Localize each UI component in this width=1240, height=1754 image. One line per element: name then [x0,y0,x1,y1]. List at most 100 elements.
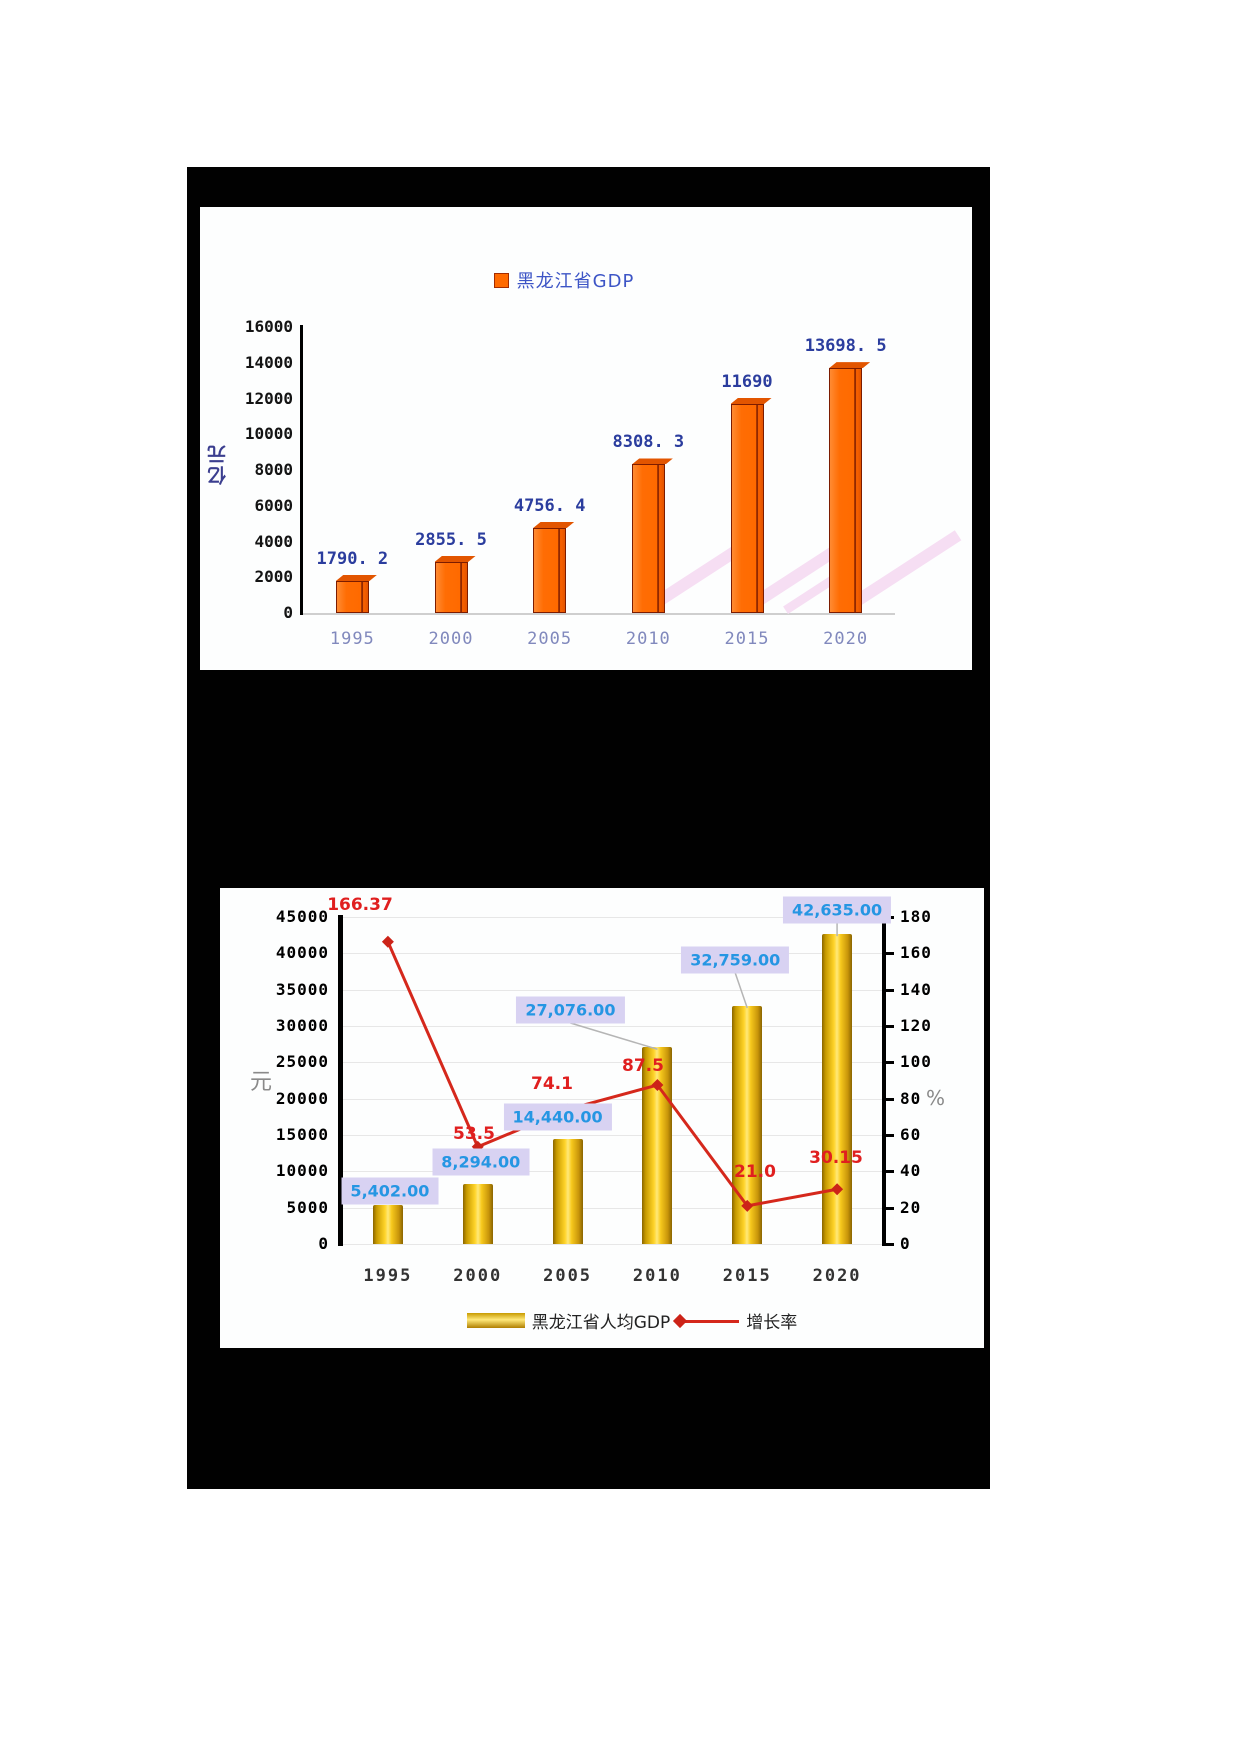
gdp-y-tick-label: 2000 [254,567,293,587]
gridline [343,917,882,918]
gdp-bar [829,368,863,613]
gdp-bar-top-face [631,458,673,465]
gridline [343,1244,882,1245]
percapita-left-axis-title: 元 [250,1070,273,1095]
gdp-chart-legend: 黑龙江省GDP [178,267,950,293]
growth-rate-value-label: 21.0 [734,1162,776,1182]
gdp-plot-area: 16000 14000 12000 10000 8000 6000 4000 2000 0 179… [200,207,972,670]
gdp-x-axis-line [303,613,895,615]
percapita-value-callout: 42,635.00 [783,896,892,924]
gdp-bar-value-label: 11690 [721,372,773,393]
percapita-x-tick-label: 2010 [632,1266,682,1286]
gdp-x-tick-label: 2005 [527,629,573,649]
gdp-x-tick-label: 2000 [428,629,474,649]
gdp-bar-top-face [335,575,377,581]
gdp-bar-top-face [730,398,772,405]
gdp-x-tick-label: 2020 [823,629,869,649]
percapita-left-tick-label: 15000 [275,1125,329,1144]
right-axis-tick [886,1097,894,1101]
right-axis-tick [886,1243,894,1246]
gdp-bar-value-label: 2855. 5 [415,529,487,550]
right-axis-tick [886,1170,894,1174]
growth-rate-value-label: 166.37 [327,895,393,915]
gdp-y-tick-label: 16000 [244,317,293,336]
percapita-right-tick-label: 140 [900,979,932,999]
percapita-bar [642,1047,673,1244]
percapita-right-tick-label: 0 [900,1234,911,1253]
gdp-bar [434,561,468,613]
percapita-left-tick-label: 35000 [275,979,329,999]
gdp-bar-value-label: 13698. 5 [804,336,887,357]
gdp-legend-label: 黑龙江省GDP [516,271,635,292]
gdp-bar-chart: 黑龙江省GDP 亿元 16000 14000 12000 10000 8000 6000 4… [200,207,972,670]
gdp-y-tick-label: 10000 [244,424,293,444]
percapita-left-tick-label: 10000 [275,1161,329,1181]
percapita-bar [552,1139,583,1244]
growth-rate-legend-line-icon [673,1313,740,1328]
percapita-legend-bar-swatch-icon [466,1313,525,1328]
percapita-x-tick-label: 2015 [722,1266,772,1286]
growth-rate-value-label: 87.5 [622,1056,664,1076]
bar-floor-shadow [847,530,962,610]
gdp-bar-top-face [533,521,575,528]
percapita-combo-chart: 45000 40000 35000 30000 25000 20000 15000 10000… [220,888,984,1348]
percapita-chart-legend: 黑龙江省人均GDP 增长率 [250,1308,1014,1333]
percapita-right-tick-label: 40 [900,1161,922,1181]
gdp-y-tick-label: 12000 [244,388,293,408]
gdp-legend-swatch-icon [493,272,509,288]
percapita-right-tick-label: 20 [900,1197,922,1217]
gridline [343,1135,882,1136]
percapita-left-axis-line [338,915,343,1246]
percapita-left-tick-label: 25000 [275,1052,329,1072]
gdp-bar-value-label: 4756. 4 [513,495,586,516]
gdp-bar [533,527,567,613]
gridline [343,1098,882,1100]
right-axis-tick [886,1061,894,1065]
gdp-x-tick-label: 1995 [329,629,375,649]
charts-panel: 黑龙江省GDP 亿元 16000 14000 12000 10000 8000 6000 4… [187,167,990,1489]
gridline [343,953,882,955]
percapita-x-tick-label: 2005 [543,1266,593,1286]
percapita-bar [462,1183,493,1244]
gdp-bar [631,464,665,613]
percapita-value-callout: 32,759.00 [681,946,790,974]
gdp-y-tick-label: 14000 [244,352,293,372]
growth-rate-legend-label: 增长率 [746,1313,798,1333]
gridline [343,1207,882,1209]
right-axis-tick [886,952,894,956]
right-axis-tick [886,1134,894,1137]
growth-rate-value-label: 30.15 [809,1148,863,1168]
percapita-right-tick-label: 60 [900,1125,922,1144]
gridline [343,1171,882,1173]
gdp-bar-top-face [434,555,476,562]
gdp-x-tick-label: 2015 [724,629,770,649]
percapita-x-tick-label: 2000 [453,1266,503,1286]
growth-rate-value-label: 74.1 [531,1074,573,1094]
percapita-x-tick-label: 2020 [812,1266,862,1286]
percapita-plot-area: 45000 40000 35000 30000 25000 20000 15000 10000… [220,888,984,1348]
percapita-left-tick-label: 30000 [275,1016,329,1035]
percapita-legend-label: 黑龙江省人均GDP [531,1313,671,1333]
percapita-right-tick-label: 120 [900,1016,932,1035]
percapita-right-axis-line [882,915,886,1246]
gdp-y-axis-line [300,325,303,615]
percapita-value-callout: 8,294.00 [432,1148,530,1176]
gdp-y-tick-label: 0 [283,603,293,622]
percapita-left-tick-label: 5000 [286,1197,329,1217]
growth-rate-marker-icon [381,935,394,948]
gdp-x-tick-label: 2010 [625,629,671,649]
gdp-y-tick-label: 4000 [254,531,293,551]
legend-diamond-marker-icon [673,1313,688,1328]
percapita-left-tick-label: 45000 [275,907,329,926]
percapita-left-tick-label: 40000 [275,943,329,963]
percapita-value-callout: 5,402.00 [341,1177,439,1205]
right-axis-tick [886,988,894,992]
percapita-right-tick-label: 80 [900,1088,922,1108]
percapita-bar [732,1005,763,1244]
right-axis-tick [886,1025,894,1028]
percapita-x-tick-label: 1995 [363,1266,413,1286]
percapita-right-tick-label: 100 [900,1052,932,1072]
gridline [343,1062,882,1064]
percapita-right-tick-label: 180 [900,907,932,926]
right-axis-tick [886,1206,894,1210]
